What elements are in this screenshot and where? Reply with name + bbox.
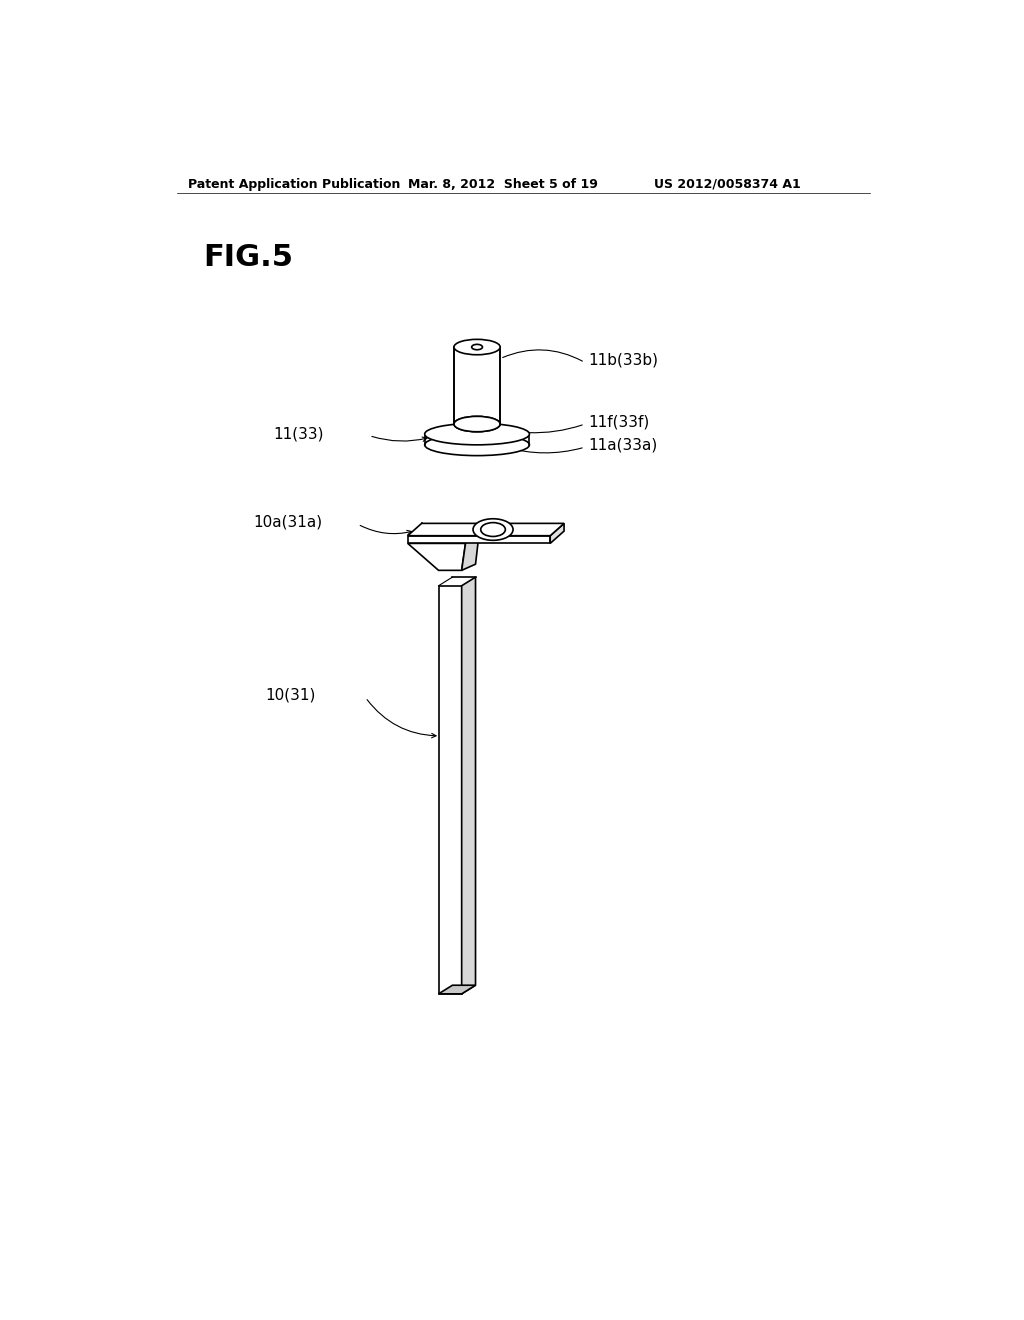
Polygon shape bbox=[462, 577, 475, 994]
Polygon shape bbox=[408, 524, 564, 536]
Polygon shape bbox=[462, 531, 479, 570]
Polygon shape bbox=[408, 544, 466, 570]
FancyArrowPatch shape bbox=[372, 437, 427, 441]
Text: 10a(31a): 10a(31a) bbox=[254, 515, 323, 529]
FancyArrowPatch shape bbox=[503, 350, 583, 362]
Text: Patent Application Publication: Patent Application Publication bbox=[188, 178, 400, 190]
Polygon shape bbox=[408, 536, 550, 544]
Polygon shape bbox=[438, 586, 462, 994]
Ellipse shape bbox=[480, 523, 506, 536]
Ellipse shape bbox=[425, 434, 529, 455]
Text: FIG.5: FIG.5 bbox=[204, 243, 294, 272]
Ellipse shape bbox=[473, 519, 513, 540]
Text: Mar. 8, 2012  Sheet 5 of 19: Mar. 8, 2012 Sheet 5 of 19 bbox=[408, 178, 598, 190]
Text: 11f(33f): 11f(33f) bbox=[589, 414, 650, 429]
FancyArrowPatch shape bbox=[367, 700, 436, 738]
Ellipse shape bbox=[454, 339, 500, 355]
FancyArrowPatch shape bbox=[506, 447, 583, 453]
Ellipse shape bbox=[454, 416, 500, 432]
Text: 11b(33b): 11b(33b) bbox=[589, 352, 658, 368]
Ellipse shape bbox=[454, 416, 500, 432]
FancyArrowPatch shape bbox=[360, 525, 412, 535]
Ellipse shape bbox=[472, 345, 482, 350]
FancyArrowPatch shape bbox=[528, 425, 583, 433]
Polygon shape bbox=[438, 985, 475, 994]
Text: US 2012/0058374 A1: US 2012/0058374 A1 bbox=[654, 178, 801, 190]
Polygon shape bbox=[550, 524, 564, 544]
Text: 10(31): 10(31) bbox=[265, 688, 315, 702]
Text: 11a(33a): 11a(33a) bbox=[589, 437, 658, 453]
Text: 11(33): 11(33) bbox=[273, 426, 324, 442]
Ellipse shape bbox=[425, 424, 529, 445]
